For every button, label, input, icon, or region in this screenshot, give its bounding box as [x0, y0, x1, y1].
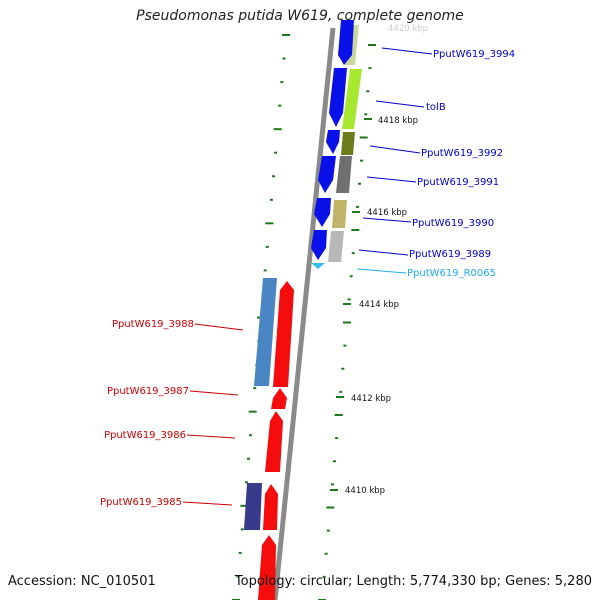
- gene-label-3992[interactable]: PputW619_3992: [421, 148, 503, 159]
- accession-text: Accession: NC_010501: [8, 574, 156, 589]
- gene-label-tolB[interactable]: tolB: [426, 102, 446, 113]
- cog-box-3989[interactable]: [328, 231, 344, 262]
- label-leaders: [182, 47, 433, 506]
- cog-box-3988[interactable]: [254, 278, 277, 386]
- cog-track-reverse: [244, 278, 277, 530]
- cog-box-tolB[interactable]: [342, 69, 362, 129]
- cds-arrow-3991[interactable]: [318, 156, 336, 193]
- cds-arrow-3989[interactable]: [311, 230, 327, 260]
- tick-label-4410: 4410 kbp: [345, 486, 385, 496]
- cog-track-forward: [328, 25, 362, 262]
- cds-arrow-3993[interactable]: [326, 130, 340, 154]
- inner-tick-ruler: [318, 44, 376, 600]
- gene-label-3991[interactable]: PputW619_3991: [417, 177, 499, 188]
- gene-labels: PputW619_3994 tolB PputW619_3992 PputW61…: [100, 49, 515, 508]
- cog-box-3985[interactable]: [244, 483, 262, 530]
- gene-label-3994[interactable]: PputW619_3994: [433, 49, 515, 60]
- tick-labels: 4420 kbp 4418 kbp 4416 kbp 4414 kbp 4412…: [345, 24, 428, 496]
- topology-text: Topology: circular; Length: 5,774,330 bp…: [234, 574, 592, 589]
- cog-box-3992[interactable]: [341, 132, 355, 155]
- gene-label-3986[interactable]: PputW619_3986: [104, 430, 186, 441]
- tick-label-4420: 4420 kbp: [388, 24, 428, 34]
- cog-box-3990[interactable]: [332, 200, 347, 228]
- cds-arrow-3987[interactable]: [271, 388, 287, 409]
- cds-arrow-tolB[interactable]: [329, 68, 347, 127]
- tick-label-4416: 4416 kbp: [367, 208, 407, 218]
- tick-label-4414: 4414 kbp: [359, 300, 399, 310]
- cds-arrow-3994[interactable]: [338, 20, 354, 65]
- major-ticks: [330, 118, 372, 491]
- cog-box-3991[interactable]: [336, 156, 352, 193]
- gene-label-R0065[interactable]: PputW619_R0065: [407, 268, 496, 279]
- forward-cds-track: [311, 20, 354, 269]
- gene-label-3988[interactable]: PputW619_3988: [112, 319, 194, 330]
- cds-arrow-3988[interactable]: [273, 281, 294, 387]
- tick-label-4412: 4412 kbp: [351, 394, 391, 404]
- tick-label-4418: 4418 kbp: [378, 116, 418, 126]
- map-title: Pseudomonas putida W619, complete genome: [136, 8, 464, 24]
- cds-arrow-3990[interactable]: [314, 198, 331, 227]
- gene-label-3989[interactable]: PputW619_3989: [409, 249, 491, 260]
- genome-backbone: [272, 27, 336, 600]
- cds-arrow-3985[interactable]: [263, 484, 278, 530]
- gene-label-3987[interactable]: PputW619_3987: [107, 386, 189, 397]
- gene-label-3990[interactable]: PputW619_3990: [412, 218, 494, 229]
- rna-feature-R0065[interactable]: [311, 263, 325, 269]
- reverse-cds-track: [258, 281, 294, 600]
- cds-arrow-3986[interactable]: [265, 411, 283, 472]
- cds-arrow-3984[interactable]: [258, 535, 276, 600]
- gene-label-3985[interactable]: PputW619_3985: [100, 497, 182, 508]
